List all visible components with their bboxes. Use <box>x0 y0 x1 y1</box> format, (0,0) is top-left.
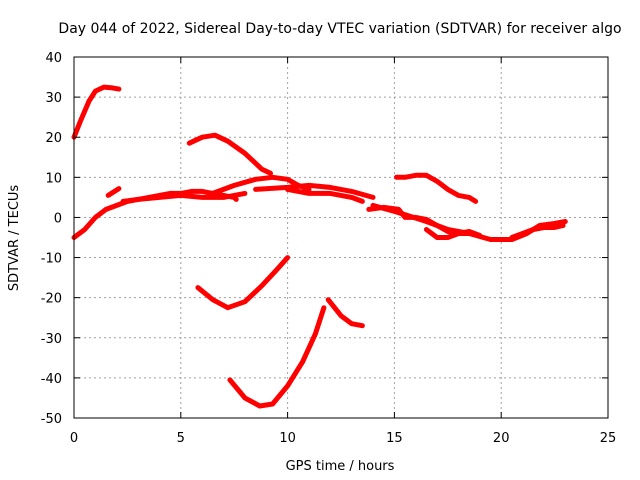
y-tick-label: -10 <box>41 252 62 267</box>
plot-frame <box>73 56 609 419</box>
y-tick-label: -50 <box>41 412 62 427</box>
series-line-arc-10 <box>227 305 327 409</box>
x-axis-label: GPS time / hours <box>286 459 395 474</box>
y-tick-label: 0 <box>54 211 62 226</box>
series-group <box>71 84 568 409</box>
x-tick-label: 5 <box>177 431 185 446</box>
y-tick-label: -40 <box>41 372 62 387</box>
x-tick-label: 10 <box>279 431 296 446</box>
x-tick-label: 15 <box>386 431 403 446</box>
series-line-arc-14 <box>423 227 483 240</box>
x-tick-label: 25 <box>600 431 617 446</box>
series-line-arc-16 <box>394 172 479 204</box>
chart-title: Day 044 of 2022, Sidereal Day-to-day VTE… <box>58 21 621 37</box>
x-tick-label: 20 <box>493 431 510 446</box>
tick-labels: 0 5 10 15 20 25 -50 -40 -30 -20 -10 0 10 20 30 40 <box>41 51 617 446</box>
x-tick-label: 0 <box>70 431 78 446</box>
y-tick-label: -20 <box>41 292 62 307</box>
y-tick-label: 20 <box>45 131 62 146</box>
y-tick-label: -30 <box>41 332 62 347</box>
series-line-arc-1 <box>71 84 122 140</box>
y-tick-label: 10 <box>45 171 62 186</box>
series-line-arc-11 <box>325 297 365 329</box>
y-tick-label: 30 <box>45 91 62 106</box>
series-line-arc-5 <box>186 132 273 176</box>
series-line-arc-4 <box>120 190 248 204</box>
series-line-arc-7 <box>253 182 376 200</box>
series-line-arc-9 <box>195 255 291 311</box>
series-line-arc-3 <box>105 186 122 198</box>
series-line-arc-8 <box>285 186 365 204</box>
y-tick-label: 40 <box>45 51 62 66</box>
series-line-arc-15 <box>509 223 566 240</box>
y-axis-label: SDTVAR / TECUs <box>7 185 22 292</box>
grid <box>74 57 608 418</box>
